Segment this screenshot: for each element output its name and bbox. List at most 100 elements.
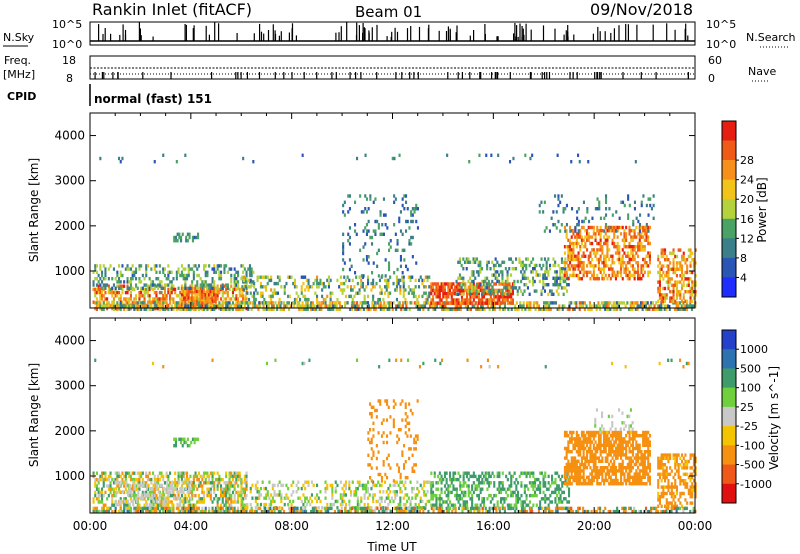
data-cell xyxy=(539,307,542,311)
data-cell xyxy=(268,480,271,484)
data-cell xyxy=(285,496,288,500)
data-cell xyxy=(318,307,321,311)
data-cell xyxy=(460,263,463,268)
data-cell xyxy=(135,267,138,271)
data-cell xyxy=(474,474,477,479)
data-cell xyxy=(386,307,389,311)
data-cell xyxy=(477,273,480,277)
data-cell xyxy=(180,474,183,479)
data-cell xyxy=(409,447,412,451)
data-cell xyxy=(169,486,172,491)
data-cell xyxy=(350,304,353,308)
data-cell xyxy=(476,487,479,491)
data-cell xyxy=(146,509,149,514)
data-cell xyxy=(393,194,396,198)
data-cell xyxy=(259,493,262,497)
data-cell xyxy=(316,297,319,302)
data-cell xyxy=(162,486,165,491)
data-cell xyxy=(395,480,398,484)
data-cell xyxy=(167,264,170,268)
data-cell xyxy=(228,304,231,308)
data-cell xyxy=(460,490,463,495)
data-cell xyxy=(109,471,112,475)
data-cell xyxy=(435,500,438,504)
data-cell xyxy=(192,484,195,488)
data-cell xyxy=(384,278,387,283)
data-cell xyxy=(452,282,455,286)
data-cell xyxy=(386,301,389,305)
data-cell xyxy=(637,232,640,236)
data-cell xyxy=(223,481,226,485)
data-cell xyxy=(618,245,621,249)
data-cell xyxy=(288,307,291,311)
data-cell xyxy=(153,490,156,495)
data-cell xyxy=(447,493,450,498)
data-cell xyxy=(185,290,188,294)
data-cell xyxy=(92,497,95,501)
data-cell xyxy=(596,273,599,278)
data-cell xyxy=(231,490,234,495)
data-cell xyxy=(245,270,248,274)
data-cell xyxy=(590,307,593,311)
data-cell xyxy=(317,506,320,510)
data-cell xyxy=(591,216,594,220)
data-cell xyxy=(191,283,194,287)
data-cell xyxy=(484,288,487,293)
data-cell xyxy=(181,437,184,441)
data-cell xyxy=(418,490,421,494)
data-cell xyxy=(128,474,131,479)
data-cell xyxy=(192,273,195,278)
data-cell xyxy=(221,500,224,504)
data-cell xyxy=(476,301,479,305)
data-cell xyxy=(679,274,682,278)
data-cell xyxy=(225,264,228,268)
data-cell xyxy=(214,286,217,290)
data-cell xyxy=(670,290,673,294)
data-cell xyxy=(111,487,114,491)
data-cell xyxy=(107,484,110,488)
data-cell xyxy=(203,307,206,311)
data-cell xyxy=(670,251,673,255)
data-cell xyxy=(292,281,295,286)
data-cell xyxy=(104,267,107,271)
data-cell xyxy=(682,283,685,287)
data-cell xyxy=(374,219,377,224)
data-cell xyxy=(344,486,347,491)
data-cell xyxy=(186,499,189,504)
data-cell xyxy=(133,297,136,301)
data-cell xyxy=(135,477,138,482)
data-cell xyxy=(160,280,163,284)
data-cell xyxy=(378,285,381,289)
data-cell xyxy=(177,267,180,271)
data-cell xyxy=(348,242,351,246)
data-cell xyxy=(687,290,690,294)
data-cell xyxy=(177,471,180,475)
data-cell xyxy=(379,304,382,308)
data-cell xyxy=(104,477,107,482)
data-cell xyxy=(235,471,238,475)
data-cell xyxy=(304,499,307,504)
data-cell xyxy=(633,304,636,308)
data-cell xyxy=(395,307,398,311)
data-cell xyxy=(211,474,214,479)
data-cell xyxy=(647,251,650,255)
data-cell xyxy=(545,263,548,268)
data-cell xyxy=(415,219,418,224)
data-cell xyxy=(459,291,462,296)
data-cell xyxy=(409,480,412,484)
data-cell xyxy=(506,279,509,284)
data-cell xyxy=(335,304,338,308)
data-cell xyxy=(494,273,497,277)
data-cell xyxy=(631,229,634,233)
data-cell xyxy=(253,297,256,302)
data-cell xyxy=(372,421,375,425)
colorbar-tick-label: 28 xyxy=(740,154,754,167)
data-cell xyxy=(237,484,240,488)
data-cell xyxy=(301,304,304,308)
data-cell xyxy=(201,490,204,495)
data-cell xyxy=(109,490,112,495)
data-cell xyxy=(106,506,109,511)
data-cell xyxy=(189,286,192,290)
data-cell xyxy=(544,307,547,311)
data-cell xyxy=(207,299,210,303)
